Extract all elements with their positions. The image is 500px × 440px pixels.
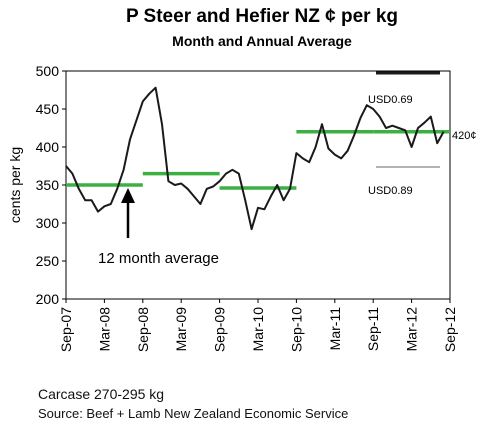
monthly-price-line — [65, 86, 445, 231]
x-tick-label: Mar-11 — [327, 307, 343, 351]
x-tick-label: Sep-09 — [212, 307, 228, 352]
y-tick-label: 200 — [36, 291, 60, 307]
x-tick-label: Sep-12 — [442, 307, 458, 352]
chart-title: P Steer and Hefier NZ ¢ per kg — [126, 6, 398, 27]
y-tick-label: 500 — [36, 63, 60, 79]
x-tick-label: Mar-12 — [404, 307, 420, 352]
x-axis: Sep-07 Mar-08 Sep-08 Mar-09 Sep-09 Mar-10 Sep-… — [58, 299, 458, 352]
y-tick-label: 250 — [36, 253, 60, 269]
annual-average-series — [66, 130, 450, 190]
annotation-arrow-head — [121, 188, 135, 203]
y-tick-label: 300 — [36, 215, 60, 231]
carcase-note: Carcase 270-295 kg — [38, 386, 165, 402]
x-tick-label: Mar-09 — [173, 307, 189, 352]
x-tick-label: Mar-10 — [250, 307, 266, 352]
usd089-label: USD0.89 — [368, 185, 413, 197]
y-axis-label: cents per kg — [7, 147, 23, 223]
x-tick-label: Sep-07 — [58, 307, 74, 352]
y-axis: 200 250 300 350 400 450 500 — [36, 63, 66, 307]
y-tick-label: 400 — [36, 139, 60, 155]
y-tick-label: 350 — [36, 177, 60, 193]
y-tick-label: 450 — [36, 101, 60, 117]
x-tick-label: Sep-08 — [135, 307, 151, 352]
x-tick-label: Sep-10 — [288, 307, 304, 352]
usd069-label: USD0.69 — [368, 94, 413, 106]
twelve-month-average-label: 12 month average — [98, 250, 219, 267]
chart: P Steer and Hefier NZ ¢ per kg Month and… — [7, 6, 476, 352]
chart-subtitle: Month and Annual Average — [172, 33, 352, 49]
x-tick-label: Sep-11 — [365, 307, 381, 351]
x-tick-label: Mar-08 — [96, 307, 112, 352]
source-note: Source: Beef + Lamb New Zealand Economic… — [38, 406, 349, 421]
average-value-label: 420¢ — [452, 130, 476, 142]
